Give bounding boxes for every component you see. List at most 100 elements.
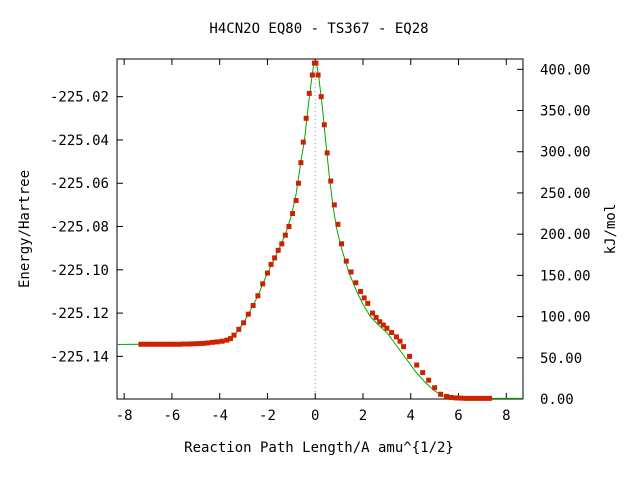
- data-point-marker: [420, 370, 426, 376]
- data-point-marker: [224, 337, 230, 343]
- x-tick-label: 4: [407, 408, 415, 424]
- y2-tick-label: 250.00: [540, 186, 591, 202]
- data-point-marker: [414, 362, 420, 368]
- data-point-marker: [377, 319, 383, 325]
- data-point-marker: [268, 261, 274, 267]
- data-point-marker: [152, 341, 158, 347]
- y-tick-label: -225.02: [50, 90, 109, 106]
- data-point-marker: [290, 211, 296, 217]
- data-point-marker: [264, 270, 270, 276]
- data-point-marker: [397, 338, 403, 344]
- data-point-marker: [335, 221, 341, 227]
- data-point-marker: [227, 336, 233, 342]
- y2-tick-label: 200.00: [540, 227, 591, 243]
- energy-curve: [116, 60, 523, 399]
- data-point-marker: [318, 94, 324, 100]
- data-point-marker: [272, 255, 278, 261]
- y-tick-label: -225.10: [50, 263, 109, 279]
- data-point-marker: [286, 224, 292, 230]
- data-point-marker: [321, 122, 327, 128]
- data-point-marker: [438, 391, 444, 397]
- data-point-marker: [255, 293, 261, 299]
- data-point-marker: [190, 341, 196, 347]
- x-tick-label: -4: [211, 408, 228, 424]
- data-point-marker: [293, 198, 299, 204]
- data-point-marker: [241, 320, 247, 326]
- data-point-marker: [370, 310, 376, 316]
- x-axis-label: Reaction Path Length/A amu^{1/2}: [184, 440, 454, 456]
- data-point-marker: [343, 258, 349, 264]
- y2-tick-label: 0.00: [540, 392, 574, 408]
- data-point-marker: [401, 344, 407, 350]
- data-point-marker: [143, 341, 149, 347]
- y-tick-label: -225.14: [50, 349, 109, 365]
- data-point-marker: [393, 334, 399, 340]
- x-tick-label: 2: [359, 408, 367, 424]
- data-point-marker: [300, 139, 306, 145]
- x-axis: -8 -6 -4 -2 0 2 4 6 8: [116, 59, 511, 424]
- y2-axis-label: kJ/mol: [603, 204, 619, 255]
- data-point-marker: [373, 314, 379, 320]
- y2-tick-label: 150.00: [540, 268, 591, 284]
- y2-tick-label: 100.00: [540, 310, 591, 326]
- y2-tick-label: 50.00: [540, 351, 582, 367]
- data-point-marker: [463, 395, 469, 401]
- x-tick-label: -8: [116, 408, 133, 424]
- data-point-marker: [328, 178, 334, 184]
- data-point-marker: [313, 60, 319, 66]
- data-point-marker: [176, 341, 182, 347]
- data-point-marker: [453, 395, 459, 401]
- data-point-marker: [338, 241, 344, 247]
- data-point-marker: [458, 395, 464, 401]
- data-point-marker: [365, 300, 371, 306]
- data-point-marker: [260, 281, 266, 287]
- x-tick-label: 6: [454, 408, 462, 424]
- y-axis-left: -225.02 -225.04 -225.06 -225.08 -225.10 -225.…: [50, 90, 123, 365]
- data-point-marker: [348, 269, 354, 275]
- data-point-marker: [282, 232, 288, 238]
- y-tick-label: -225.08: [50, 220, 109, 236]
- data-point-marker: [181, 341, 187, 347]
- data-point-marker: [236, 326, 242, 332]
- data-point-marker: [162, 341, 168, 347]
- data-point-marker: [482, 395, 488, 401]
- data-point-marker: [426, 377, 432, 383]
- data-point-marker: [231, 332, 237, 338]
- y-tick-label: -225.04: [50, 133, 109, 149]
- data-point-marker: [487, 395, 493, 401]
- data-point-marker: [472, 395, 478, 401]
- data-point-marker: [309, 72, 315, 78]
- y-axis-label: Energy/Hartree: [17, 170, 33, 288]
- data-point-marker: [361, 295, 367, 301]
- data-point-marker: [298, 160, 304, 166]
- data-point-marker: [353, 280, 359, 286]
- data-point-marker: [477, 395, 483, 401]
- data-point-marker: [389, 330, 395, 336]
- data-point-marker: [306, 90, 312, 96]
- data-point-marker: [279, 241, 285, 247]
- y2-tick-label: 350.00: [540, 104, 591, 120]
- data-point-marker: [250, 303, 256, 309]
- data-point-marker: [275, 247, 281, 253]
- y-axis-right: 0.00 50.00 100.00 150.00 200.00 250.00 300.00 3…: [517, 62, 591, 408]
- y-tick-label: -225.06: [50, 176, 109, 192]
- data-point-marker: [467, 395, 473, 401]
- data-point-marker: [324, 150, 330, 156]
- data-point-marker: [195, 341, 201, 347]
- y2-tick-label: 400.00: [540, 62, 591, 78]
- data-point-marker: [219, 338, 225, 344]
- data-point-marker: [138, 341, 144, 347]
- data-point-marker: [157, 341, 163, 347]
- data-point-marker: [200, 340, 206, 346]
- data-point-marker: [407, 353, 413, 359]
- data-point-marker: [315, 72, 321, 78]
- data-point-marker: [296, 180, 302, 186]
- y2-tick-label: 300.00: [540, 145, 591, 161]
- data-point-marker: [432, 385, 438, 391]
- data-point-marker: [214, 339, 220, 345]
- x-tick-label: -6: [163, 408, 180, 424]
- data-point-marker: [444, 393, 450, 399]
- data-point-marker: [186, 341, 192, 347]
- data-point-marker: [147, 341, 153, 347]
